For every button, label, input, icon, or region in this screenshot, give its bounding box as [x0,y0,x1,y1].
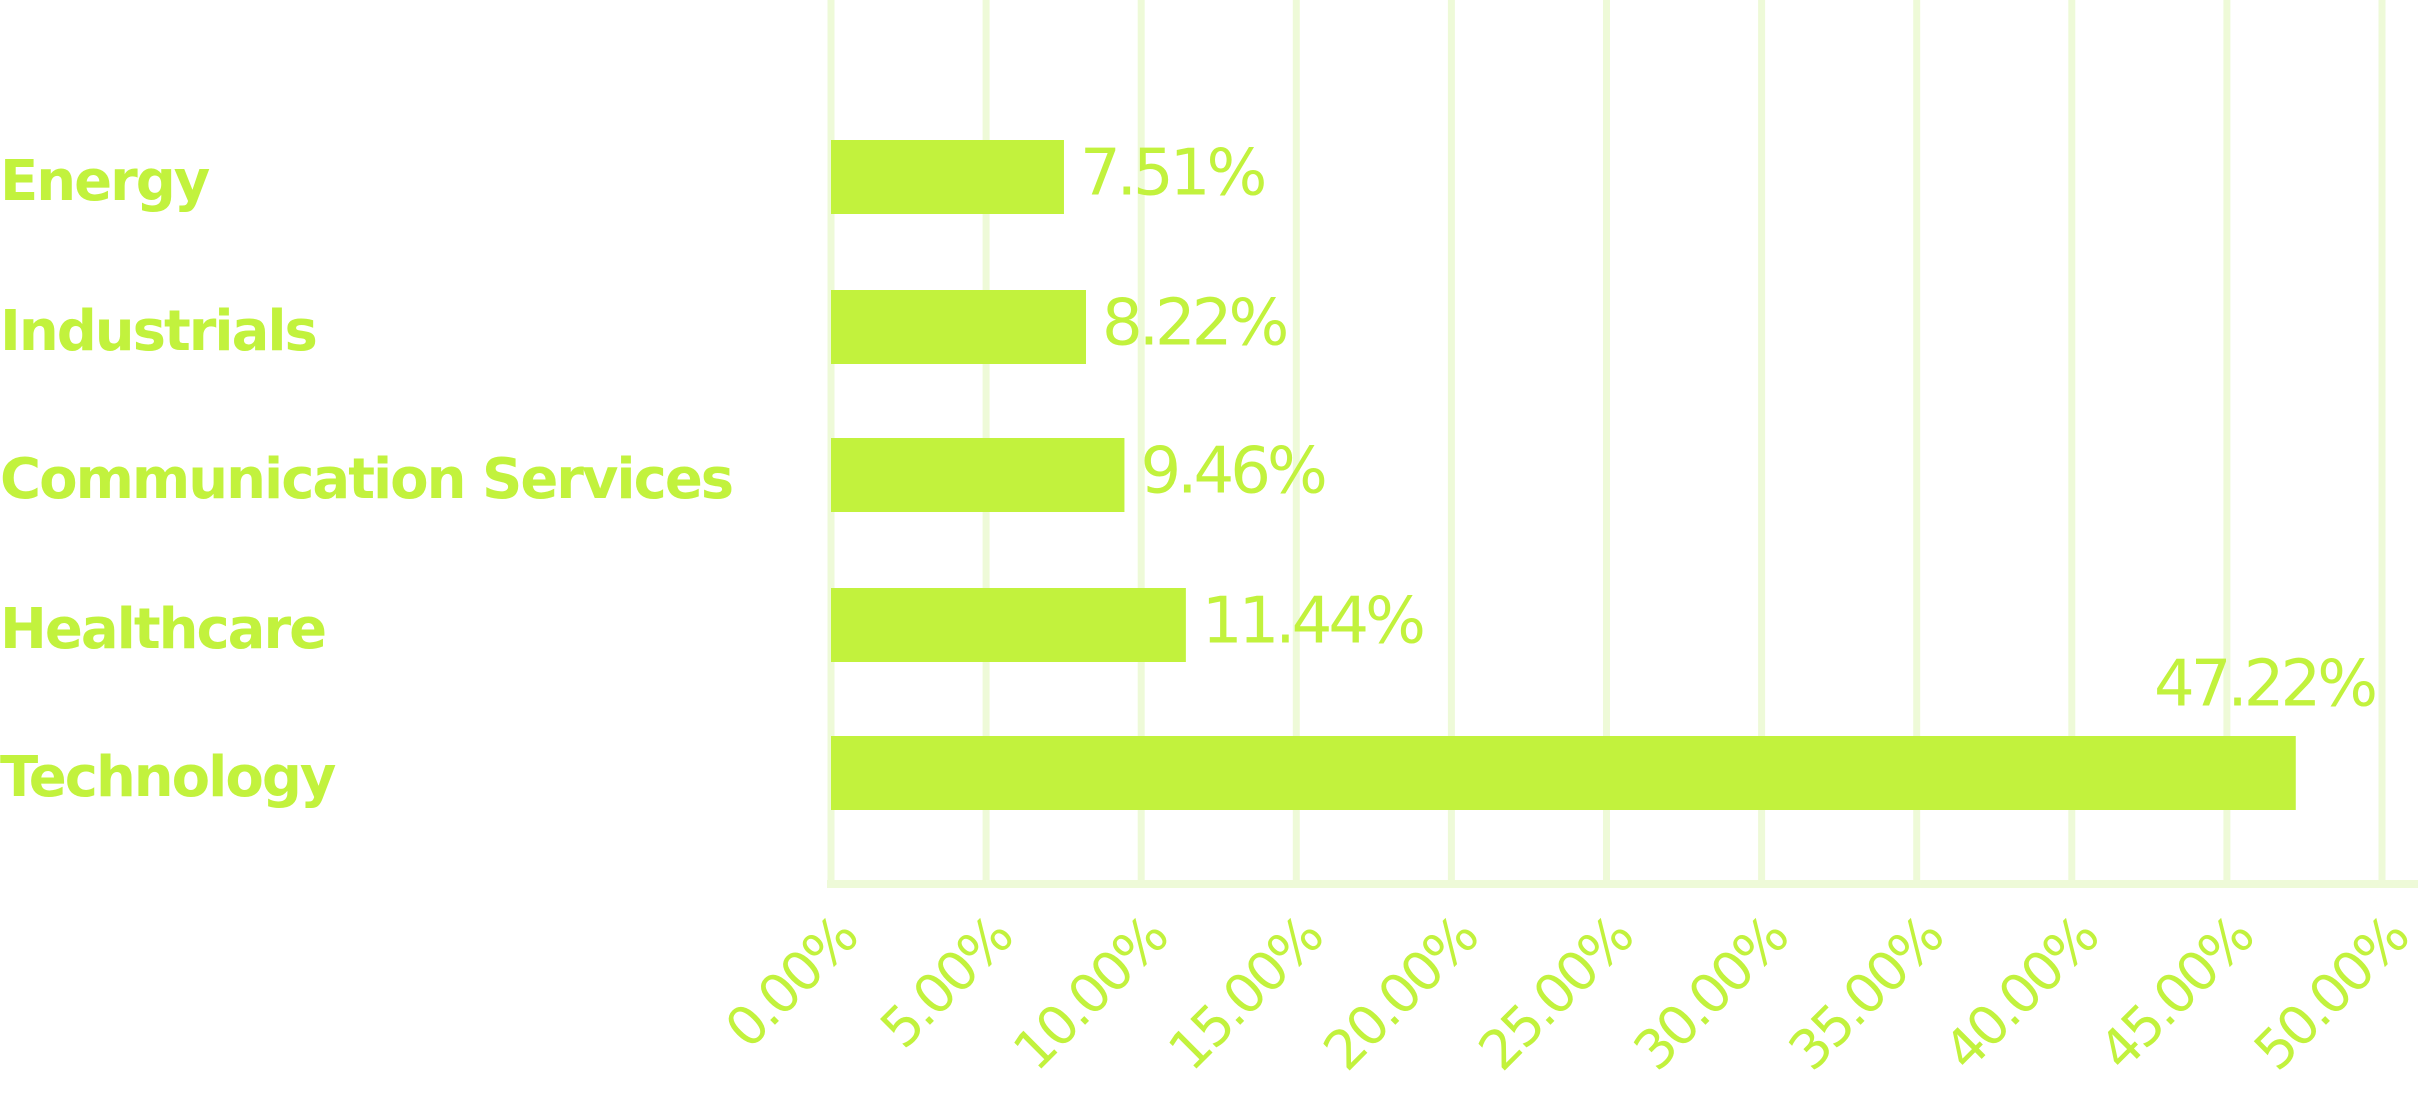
bar [831,438,1125,512]
value-label: 9.46% [1140,435,1325,509]
category-label: Technology [0,745,336,810]
x-tick-label: 20.00% [1312,905,1490,1083]
bar [831,588,1186,662]
bar [831,290,1086,364]
category-label: Healthcare [0,597,325,662]
category-label: Energy [0,149,210,214]
value-label: 11.44% [1202,585,1423,659]
x-tick-label: 35.00% [1777,905,1955,1083]
x-tick-label: 50.00% [2242,905,2418,1083]
x-tick-label: 5.00% [868,905,1024,1061]
x-tick-label: 15.00% [1156,905,1334,1083]
value-label: 8.22% [1102,287,1287,361]
x-tick-label: 10.00% [1001,905,1179,1083]
x-tick-label: 25.00% [1467,905,1645,1083]
bar [831,140,1064,214]
value-label: 47.22% [2154,648,2375,722]
x-tick-label: 40.00% [1932,905,2110,1083]
bar [831,736,2296,810]
x-tick-label: 0.00% [713,905,869,1061]
x-tick-label: 45.00% [2087,905,2265,1083]
category-label: Communication Services [0,447,732,512]
value-label: 7.51% [1080,137,1265,211]
category-label: Industrials [0,299,316,364]
x-tick-label: 30.00% [1622,905,1800,1083]
